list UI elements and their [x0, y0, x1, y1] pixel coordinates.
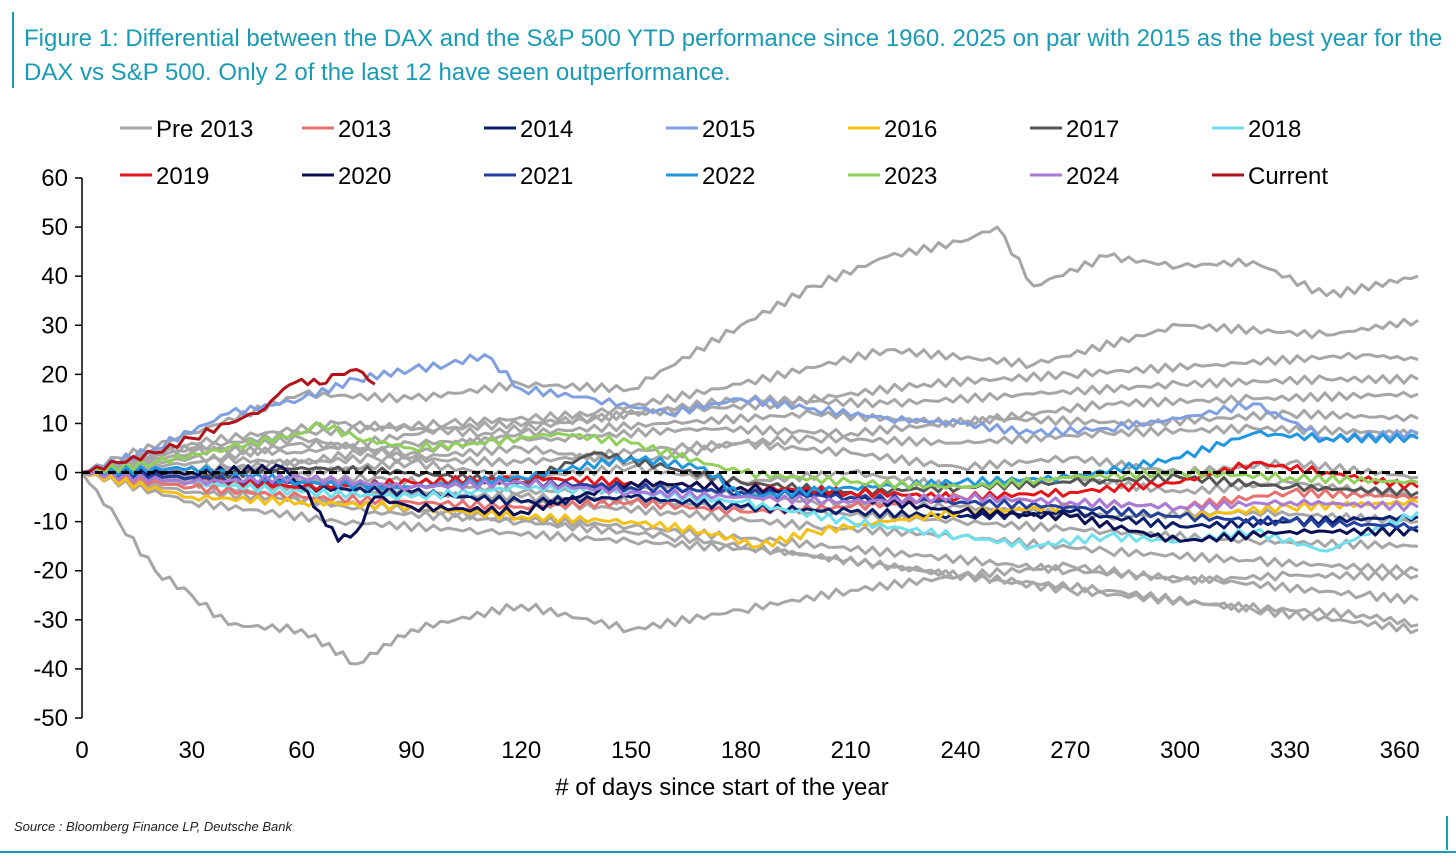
legend-label: 2013	[338, 116, 391, 143]
legend-item: 2015	[666, 116, 755, 143]
series-line	[81, 434, 1419, 480]
series-layer	[80, 225, 1420, 666]
legend-label: 2018	[1248, 116, 1301, 143]
x-tick-label: 120	[501, 737, 541, 764]
legend-item: 2024	[1030, 163, 1119, 190]
x-axis-title: # of days since start of the year	[555, 774, 889, 801]
y-tick-label: -10	[33, 509, 68, 536]
legend: Pre 2013 2013 2014 2015 2016 2017 2018 2019 2020…	[120, 116, 1328, 190]
y-tick-label: -40	[33, 656, 68, 683]
series-line	[81, 471, 1419, 549]
legend-item: Current	[1212, 163, 1328, 190]
frame-right-bar	[1446, 816, 1448, 850]
y-tick-label: 60	[41, 165, 68, 192]
legend-label: 2023	[884, 163, 937, 190]
y-tick-label: 0	[55, 460, 68, 487]
x-tick-label: 0	[75, 737, 88, 764]
legend-label: 2014	[520, 116, 573, 143]
x-tick-label: 270	[1050, 737, 1090, 764]
series-line	[81, 458, 1419, 500]
x-tick-label: 90	[398, 737, 425, 764]
legend-item: 2018	[1212, 116, 1301, 143]
x-tick-label: 180	[721, 737, 761, 764]
series-line	[80, 471, 1419, 666]
y-tick-label: -20	[33, 558, 68, 585]
legend-label: 2022	[702, 163, 755, 190]
legend-label: 2021	[520, 163, 573, 190]
legend-label: 2015	[702, 116, 755, 143]
legend-label: 2016	[884, 116, 937, 143]
series-line	[81, 225, 1419, 474]
legend-label: 2020	[338, 163, 391, 190]
legend-label: 2019	[156, 163, 209, 190]
x-tick-label: 150	[611, 737, 651, 764]
legend-item: 2021	[484, 163, 573, 190]
x-tick-label: 300	[1160, 737, 1200, 764]
y-tick-label: 10	[41, 410, 68, 437]
series-line	[81, 470, 1419, 512]
x-tick-label: 360	[1380, 737, 1420, 764]
legend-label: Pre 2013	[156, 116, 253, 143]
legend-label: 2017	[1066, 116, 1119, 143]
y-tick-label: 40	[41, 263, 68, 290]
series-line	[81, 390, 1419, 475]
title-accent-bar	[12, 12, 14, 88]
legend-item: Pre 2013	[120, 116, 253, 143]
x-tick-label: 330	[1270, 737, 1310, 764]
series-line	[81, 422, 1419, 490]
x-tick-label: 30	[178, 737, 205, 764]
y-tick-label: 30	[41, 312, 68, 339]
legend-item: 2016	[848, 116, 937, 143]
legend-item: 2014	[484, 116, 573, 143]
legend-item: 2022	[666, 163, 755, 190]
y-tick-label: -50	[33, 705, 68, 732]
legend-item: 2020	[302, 163, 391, 190]
x-tick-label: 210	[831, 737, 871, 764]
legend-item: 2013	[302, 116, 391, 143]
legend-label: 2024	[1066, 163, 1119, 190]
legend-item: 2019	[120, 163, 209, 190]
frame-bottom-rule	[0, 851, 1456, 853]
series-line	[81, 353, 1419, 474]
x-tick-label: 60	[288, 737, 315, 764]
series-line	[81, 368, 376, 474]
legend-item: 2023	[848, 163, 937, 190]
x-tick-label: 240	[940, 737, 980, 764]
figure-title: Figure 1: Differential between the DAX a…	[24, 25, 1443, 86]
y-tick-label: -30	[33, 607, 68, 634]
y-tick-label: 50	[41, 214, 68, 241]
axes: 60 50 40 30 20 10 0 -10 -20 -30 -40 -50 0 30 60 90 120 15…	[33, 165, 1419, 764]
series-line	[81, 351, 1419, 474]
series-line	[81, 463, 1419, 543]
y-tick-label: 20	[41, 361, 68, 388]
legend-item: 2017	[1030, 116, 1119, 143]
legend-label: Current	[1248, 163, 1328, 190]
source-note: Source : Bloomberg Finance LP, Deutsche …	[14, 819, 292, 834]
